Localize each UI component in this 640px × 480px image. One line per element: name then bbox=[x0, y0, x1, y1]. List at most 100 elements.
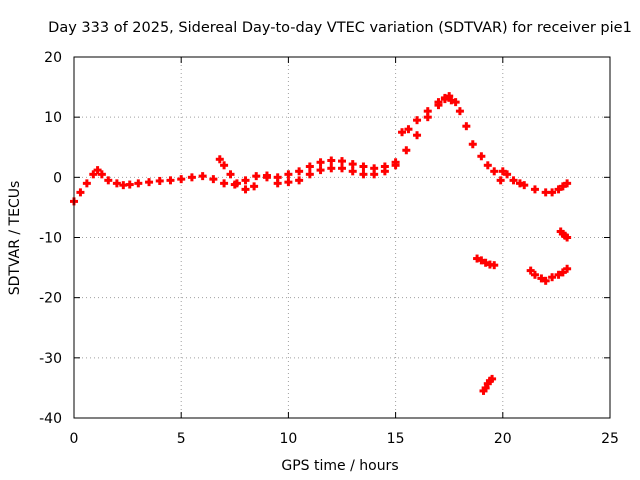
data-point bbox=[402, 146, 411, 155]
data-point bbox=[490, 261, 499, 270]
data-point bbox=[187, 173, 196, 182]
data-point bbox=[97, 170, 106, 179]
data-point bbox=[447, 96, 456, 105]
y-tick-label: -40 bbox=[39, 411, 62, 427]
data-point bbox=[483, 161, 492, 170]
x-tick-label: 5 bbox=[177, 431, 186, 447]
y-axis-label: SDTVAR / TECUs bbox=[7, 181, 23, 296]
data-point bbox=[112, 179, 121, 188]
data-point bbox=[503, 170, 512, 179]
x-tick-label: 0 bbox=[70, 431, 79, 447]
y-tick-label: -10 bbox=[39, 231, 62, 247]
y-tick-label: -30 bbox=[39, 351, 62, 367]
x-tick-label: 25 bbox=[601, 431, 619, 447]
data-point bbox=[166, 176, 175, 185]
data-point bbox=[104, 176, 113, 185]
data-point bbox=[198, 172, 207, 181]
data-point bbox=[93, 166, 102, 175]
data-point bbox=[563, 233, 572, 242]
x-tick-labels: 0 5 10 15 20 25 bbox=[70, 431, 619, 447]
data-point bbox=[305, 162, 314, 171]
data-point bbox=[338, 164, 346, 173]
data-point bbox=[284, 178, 293, 187]
data-point bbox=[477, 152, 486, 161]
data-point bbox=[241, 176, 250, 185]
data-point bbox=[413, 116, 422, 125]
data-point bbox=[515, 179, 524, 188]
data-point bbox=[541, 276, 550, 285]
x-tick-label: 10 bbox=[279, 431, 297, 447]
data-point bbox=[563, 179, 572, 188]
data-point bbox=[316, 166, 325, 175]
data-point bbox=[455, 107, 464, 116]
y-tick-label: 0 bbox=[53, 170, 62, 186]
data-point bbox=[530, 270, 539, 279]
data-point bbox=[89, 170, 98, 179]
data-point bbox=[348, 160, 357, 169]
data-point bbox=[554, 270, 563, 279]
y-tick-labels: -40 -30 -20 -10 0 10 20 bbox=[39, 50, 62, 427]
data-point bbox=[398, 128, 407, 137]
data-point bbox=[537, 274, 546, 283]
data-points bbox=[70, 92, 572, 395]
axis-ticks bbox=[73, 56, 611, 419]
data-point bbox=[434, 98, 443, 107]
data-point bbox=[481, 383, 490, 392]
data-point bbox=[526, 266, 535, 275]
data-point bbox=[262, 173, 271, 182]
data-point bbox=[305, 170, 314, 179]
data-point bbox=[380, 167, 389, 176]
grid-lines bbox=[74, 57, 610, 418]
data-point bbox=[548, 188, 557, 197]
data-point bbox=[177, 175, 186, 184]
data-point bbox=[548, 273, 557, 282]
data-point bbox=[462, 122, 471, 131]
data-point bbox=[76, 188, 85, 197]
data-point bbox=[284, 170, 293, 179]
data-point bbox=[220, 161, 229, 170]
data-point bbox=[348, 167, 357, 176]
data-point bbox=[413, 131, 422, 140]
data-point bbox=[226, 170, 235, 179]
data-point bbox=[155, 176, 164, 185]
data-point bbox=[232, 179, 241, 188]
data-point bbox=[250, 182, 259, 191]
data-point bbox=[490, 167, 499, 176]
data-point bbox=[404, 125, 413, 134]
chart-title: Day 333 of 2025, Sidereal Day-to-day VTE… bbox=[48, 20, 632, 36]
data-point bbox=[558, 268, 567, 277]
data-point bbox=[273, 179, 282, 188]
data-point bbox=[451, 98, 460, 107]
data-point bbox=[295, 176, 304, 185]
data-point bbox=[563, 264, 572, 273]
data-point bbox=[359, 170, 368, 179]
data-point bbox=[370, 170, 379, 179]
data-point bbox=[215, 155, 224, 164]
data-point bbox=[220, 179, 229, 188]
data-point bbox=[496, 176, 505, 185]
data-point bbox=[530, 185, 539, 194]
data-point bbox=[473, 254, 482, 263]
x-tick-label: 15 bbox=[387, 431, 405, 447]
data-point bbox=[338, 157, 346, 166]
data-point bbox=[509, 176, 518, 185]
data-point bbox=[359, 162, 368, 171]
data-point bbox=[558, 182, 567, 191]
data-point bbox=[468, 140, 477, 149]
data-point bbox=[554, 185, 563, 194]
data-point bbox=[481, 258, 490, 267]
data-point bbox=[209, 175, 218, 184]
y-tick-label: 10 bbox=[44, 110, 62, 126]
data-point bbox=[327, 156, 336, 165]
y-tick-label: -20 bbox=[39, 291, 62, 307]
y-tick-label: 20 bbox=[44, 50, 62, 66]
data-point bbox=[391, 161, 400, 170]
data-point bbox=[440, 93, 449, 102]
data-point bbox=[520, 181, 529, 190]
data-point bbox=[488, 374, 497, 383]
data-point bbox=[327, 164, 336, 173]
data-point bbox=[295, 167, 304, 176]
data-point bbox=[145, 178, 154, 187]
data-point bbox=[316, 158, 325, 167]
